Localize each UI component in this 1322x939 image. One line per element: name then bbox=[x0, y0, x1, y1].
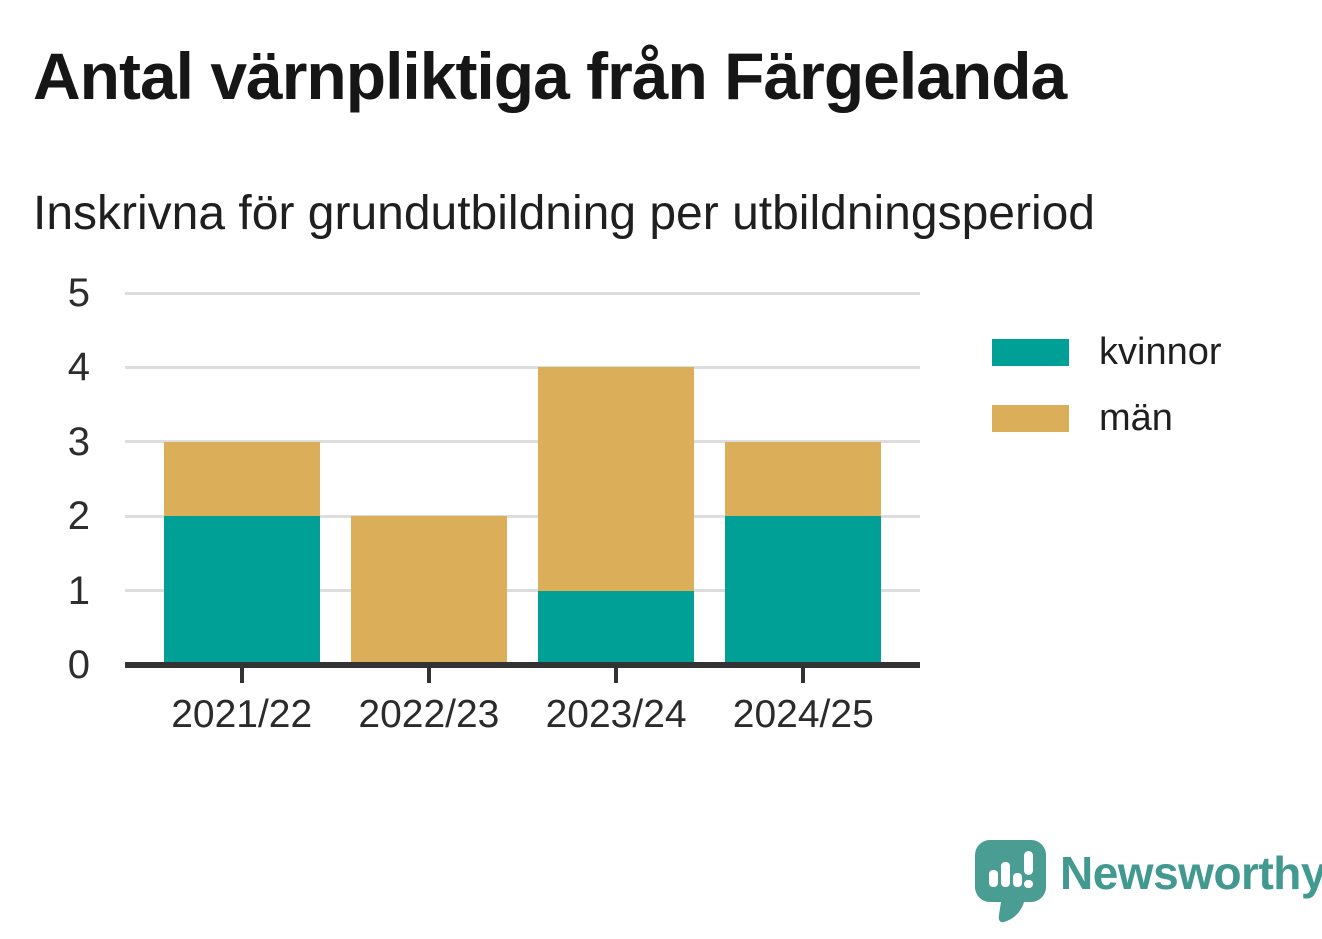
newsworthy-logo-icon bbox=[975, 840, 1046, 923]
gridline bbox=[125, 514, 920, 518]
bar-segment-kvinnor bbox=[538, 590, 695, 665]
gridline bbox=[125, 440, 920, 444]
logo-exclamation-bar bbox=[1024, 851, 1033, 875]
x-axis-line bbox=[125, 662, 920, 668]
newsworthy-logo-text: Newsworthy bbox=[1060, 847, 1322, 899]
x-axis-tick-mark bbox=[239, 668, 244, 683]
newsworthy-logo: Newsworthy bbox=[975, 840, 1322, 926]
gridline bbox=[125, 365, 920, 369]
chart-subtitle: Inskrivna för grundutbildning per utbild… bbox=[33, 187, 1095, 240]
logo-exclamation-dot bbox=[1024, 880, 1033, 888]
legend-label: män bbox=[1099, 397, 1173, 439]
y-axis-tick-label: 3 bbox=[67, 419, 90, 464]
y-axis-tick-label: 1 bbox=[67, 568, 90, 613]
bar-segment-män bbox=[538, 367, 695, 591]
x-axis-tick-label: 2024/25 bbox=[732, 693, 874, 736]
x-axis-tick-mark bbox=[426, 668, 431, 683]
y-axis-tick-label: 5 bbox=[67, 271, 90, 315]
legend-item-män: män bbox=[992, 399, 1222, 437]
chart-title: Antal värnpliktiga från Färgelanda bbox=[33, 39, 1067, 113]
bar-segment-kvinnor bbox=[725, 516, 882, 665]
bar-segment-män bbox=[725, 441, 882, 517]
legend: kvinnor män bbox=[992, 333, 1222, 465]
gridline bbox=[125, 589, 920, 593]
x-axis-tick-mark bbox=[614, 668, 619, 683]
y-axis-tick-label: 0 bbox=[67, 643, 90, 687]
bar-segment-kvinnor bbox=[163, 516, 320, 665]
legend-swatch bbox=[992, 338, 1069, 366]
x-axis-tick-label: 2022/23 bbox=[358, 693, 500, 736]
logo-bar-2 bbox=[1001, 862, 1010, 887]
bar-segment-män bbox=[350, 516, 507, 665]
y-axis-tick-label: 4 bbox=[67, 345, 90, 390]
logo-bar-3 bbox=[1013, 873, 1022, 887]
bar-segment-män bbox=[163, 441, 320, 517]
y-axis-tick-label: 2 bbox=[67, 494, 90, 539]
logo-bar-1 bbox=[989, 870, 998, 887]
legend-label: kvinnor bbox=[1099, 331, 1222, 373]
x-axis-tick-label: 2023/24 bbox=[545, 693, 687, 736]
legend-swatch bbox=[992, 404, 1069, 432]
x-axis-tick-mark bbox=[801, 668, 806, 683]
plot-area: 0 1 2 3 4 5 2021/22 2022/23 2023/24 2024/25 bbox=[68, 273, 920, 736]
x-axis-tick-label: 2021/22 bbox=[171, 693, 313, 736]
legend-item-kvinnor: kvinnor bbox=[992, 333, 1222, 371]
gridline bbox=[125, 291, 920, 295]
